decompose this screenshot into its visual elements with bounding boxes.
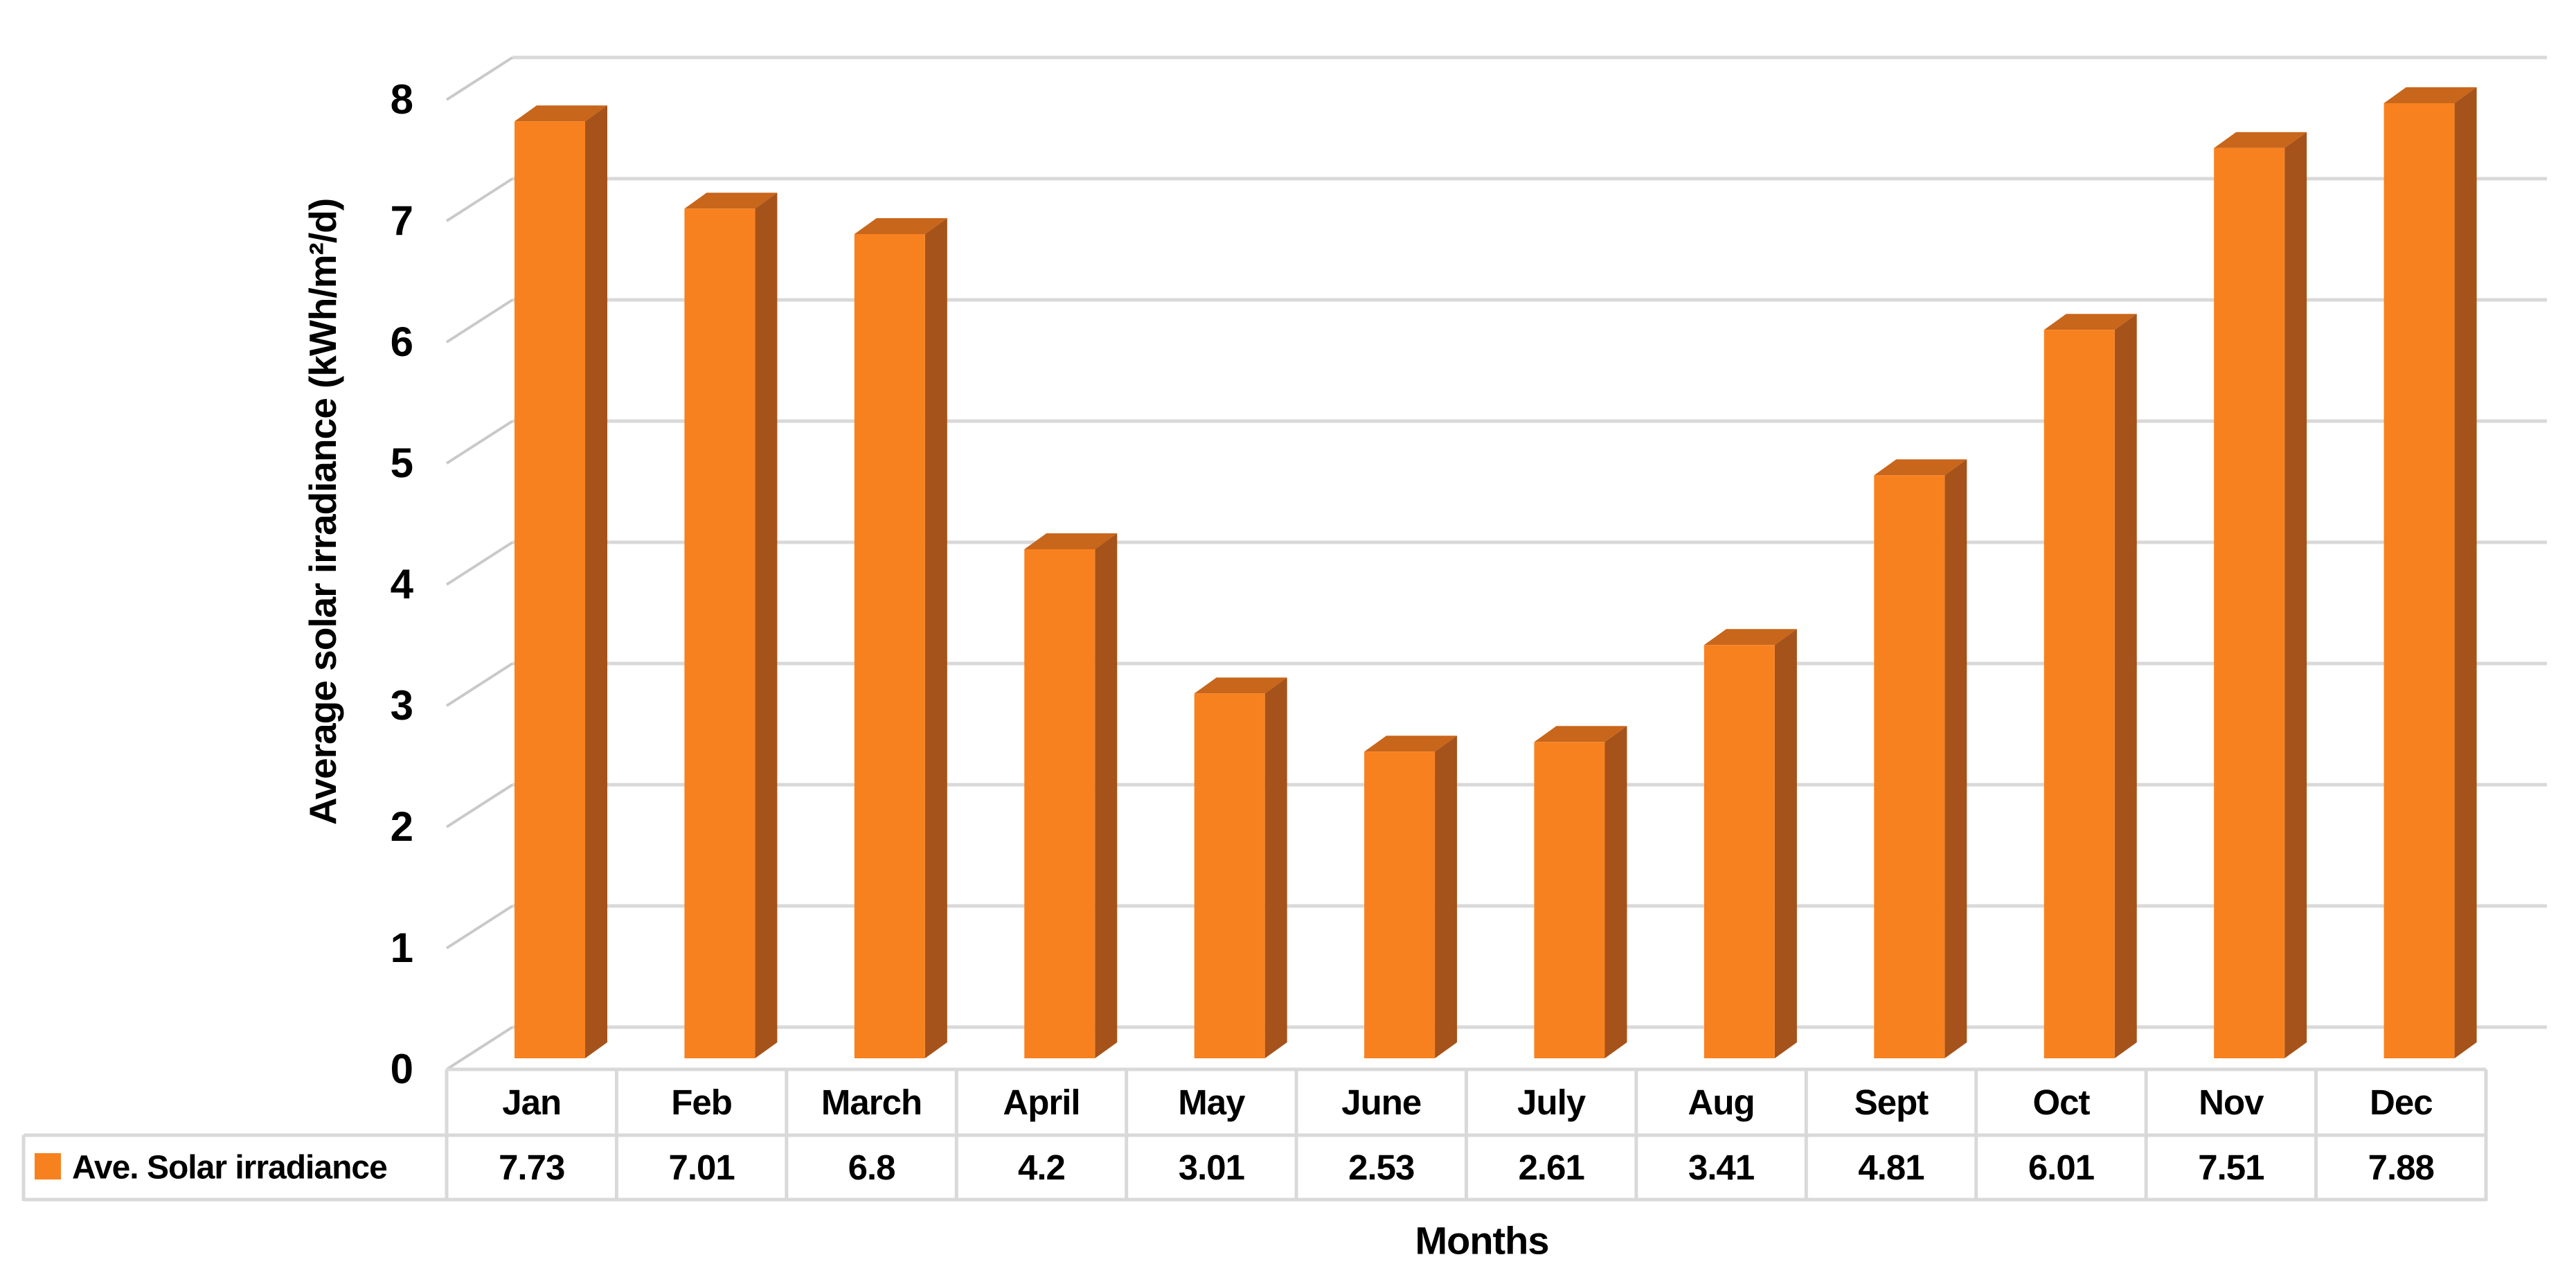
bar-jan-front-face: [515, 121, 585, 1058]
month-header-cell-june: June: [1341, 1083, 1422, 1122]
month-header-cell-march: March: [821, 1083, 922, 1122]
bar-dec-top-face: [2383, 87, 2477, 103]
bar-jan: [515, 105, 607, 1058]
bar-march-side-face: [924, 218, 947, 1058]
bar-nov: [2214, 132, 2307, 1058]
month-header-cell-nov: Nov: [2199, 1083, 2264, 1122]
bar-may: [1194, 677, 1287, 1058]
bar-march: [854, 218, 947, 1058]
bar-oct: [2043, 314, 2137, 1058]
y-tick-label-1: 1: [390, 925, 413, 971]
bar-feb: [684, 193, 778, 1058]
bar-nov-front-face: [2214, 148, 2285, 1058]
bar-may-top-face: [1194, 677, 1287, 694]
month-header-cell-jan: Jan: [502, 1083, 562, 1122]
bar-nov-side-face: [2284, 132, 2307, 1058]
bar-june-top-face: [1364, 736, 1458, 752]
bar-oct-front-face: [2043, 330, 2115, 1058]
month-header-cell-dec: Dec: [2370, 1083, 2433, 1122]
bar-april: [1024, 533, 1118, 1058]
bar-feb-side-face: [755, 193, 778, 1058]
bar-aug-front-face: [1703, 645, 1775, 1058]
tick-connector-7: [445, 177, 514, 222]
month-header-cell-may: May: [1178, 1083, 1245, 1122]
x-axis-title: Months: [1415, 1218, 1549, 1263]
bar-july-top-face: [1534, 726, 1627, 742]
y-tick-label-6: 6: [390, 319, 413, 365]
bar-april-side-face: [1095, 533, 1118, 1058]
value-cell-oct: 6.01: [2028, 1148, 2095, 1187]
bar-feb-front-face: [684, 208, 755, 1058]
legend-series-label: Ave. Solar irradiance: [72, 1149, 388, 1186]
value-cell-dec: 7.88: [2368, 1148, 2435, 1187]
bar-june-side-face: [1435, 736, 1458, 1058]
bar-sept-side-face: [1944, 459, 1967, 1058]
bar-sept-front-face: [1874, 475, 1945, 1058]
tick-connector-5: [445, 420, 514, 465]
bar-dec: [2383, 87, 2477, 1058]
value-cell-sept: 4.81: [1858, 1148, 1924, 1187]
value-cell-feb: 7.01: [668, 1148, 735, 1187]
bar-nov-top-face: [2214, 132, 2307, 148]
y-tick-label-0: 0: [390, 1046, 413, 1092]
bar-aug: [1703, 629, 1797, 1058]
bar-july-front-face: [1534, 742, 1605, 1058]
value-cell-march: 6.8: [848, 1148, 896, 1187]
bar-july: [1534, 726, 1627, 1058]
tick-connector-6: [445, 299, 514, 344]
legend-swatch: [35, 1153, 61, 1179]
bar-june: [1364, 736, 1458, 1058]
bar-jan-top-face: [515, 105, 607, 122]
y-tick-label-7: 7: [390, 197, 413, 244]
y-tick-label-2: 2: [390, 803, 413, 850]
bar-aug-top-face: [1703, 629, 1797, 646]
bar-dec-front-face: [2383, 103, 2455, 1058]
month-header-cell-oct: Oct: [2032, 1083, 2090, 1122]
bar-jan-side-face: [585, 105, 607, 1058]
tick-connector-2: [445, 783, 514, 828]
y-tick-label-3: 3: [390, 682, 413, 729]
value-cell-april: 4.2: [1018, 1148, 1066, 1187]
value-cell-jan: 7.73: [499, 1148, 565, 1187]
tick-connector-3: [445, 662, 514, 707]
bar-may-front-face: [1194, 693, 1265, 1058]
bar-aug-side-face: [1774, 629, 1797, 1058]
month-header-cell-feb: Feb: [671, 1083, 733, 1122]
bar-sept-top-face: [1874, 459, 1967, 476]
value-cell-aug: 3.41: [1688, 1148, 1755, 1187]
bar-march-top-face: [854, 218, 947, 234]
tick-connector-1: [445, 905, 514, 950]
bar-april-front-face: [1024, 549, 1095, 1058]
tick-connector-4: [445, 541, 514, 586]
month-header-cell-april: April: [1003, 1083, 1080, 1122]
y-tick-label-8: 8: [390, 76, 413, 123]
bar-june-front-face: [1364, 751, 1435, 1058]
bar-feb-top-face: [684, 193, 778, 209]
month-header-cell-aug: Aug: [1688, 1083, 1755, 1122]
y-axis-title: Average solar irradiance (kWh/m²/d): [301, 198, 344, 826]
value-cell-nov: 7.51: [2198, 1148, 2264, 1187]
bar-march-front-face: [854, 234, 925, 1058]
bar-april-top-face: [1024, 533, 1118, 549]
bar-july-side-face: [1604, 726, 1627, 1058]
month-header-cell-july: July: [1517, 1083, 1586, 1122]
bar-sept: [1874, 459, 1967, 1058]
y-tick-label-5: 5: [390, 440, 413, 486]
bar-oct-top-face: [2043, 314, 2137, 330]
bar-may-side-face: [1264, 677, 1287, 1058]
bar-oct-side-face: [2114, 314, 2137, 1058]
tick-connector-0: [445, 1026, 514, 1071]
month-header-cell-sept: Sept: [1854, 1083, 1929, 1122]
tick-connector-8: [445, 56, 514, 101]
bar-dec-side-face: [2454, 87, 2477, 1058]
value-cell-may: 3.01: [1178, 1148, 1245, 1187]
value-cell-june: 2.53: [1348, 1148, 1415, 1187]
value-cell-july: 2.61: [1518, 1148, 1585, 1187]
y-tick-label-4: 4: [390, 561, 413, 607]
